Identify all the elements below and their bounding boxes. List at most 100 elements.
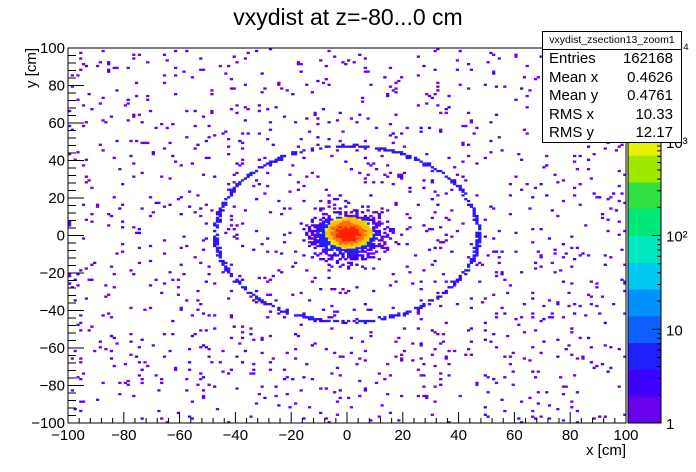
heatmap-cell: [327, 49, 331, 53]
heatmap-cell: [316, 318, 320, 321]
heatmap-cell: [229, 78, 234, 81]
heatmap-cell: [299, 138, 303, 141]
heatmap-cell: [394, 203, 398, 206]
stats-box-name: vxydist_zsection13_zoom1: [543, 32, 681, 50]
heatmap-cell: [500, 306, 504, 310]
heatmap-cell: [430, 353, 434, 356]
heatmap-cell: [162, 333, 167, 336]
heatmap-cell: [360, 211, 365, 214]
heatmap-cell: [598, 196, 602, 199]
heatmap-cell: [589, 280, 593, 283]
heatmap-cell: [469, 121, 473, 124]
heatmap-cell: [380, 181, 384, 184]
heatmap-cell: [464, 192, 468, 195]
x-tick-label: −80: [111, 427, 136, 444]
heatmap-cell: [335, 233, 340, 236]
heatmap-cell: [196, 299, 200, 302]
heatmap-cell: [285, 310, 289, 313]
heatmap-cell: [475, 126, 479, 130]
heatmap-cell: [232, 87, 236, 90]
stats-box: vxydist_zsection13_zoom1 Entries 162168 …: [542, 31, 682, 143]
heatmap-cell: [316, 231, 320, 235]
heatmap-cell: [81, 203, 86, 206]
heatmap-cell: [218, 64, 222, 68]
heatmap-cell: [377, 316, 381, 319]
heatmap-cell: [333, 211, 337, 214]
heatmap-cell: [121, 220, 125, 223]
heatmap-cell: [464, 179, 468, 182]
heatmap-cell: [190, 400, 194, 403]
heatmap-cell: [266, 303, 270, 306]
heatmap-cell: [533, 376, 538, 379]
heatmap-cell: [419, 357, 423, 360]
heatmap-cell: [109, 334, 114, 338]
heatmap-cell: [316, 235, 320, 238]
heatmap-cell: [363, 239, 367, 242]
heatmap-cell: [112, 273, 116, 276]
heatmap-cell: [199, 214, 203, 218]
heatmap-cell: [394, 151, 398, 154]
heatmap-cell: [416, 394, 420, 398]
heatmap-cell: [358, 246, 362, 250]
heatmap-cell: [302, 254, 306, 257]
heatmap-cell: [112, 336, 116, 340]
heatmap-cell: [475, 254, 479, 257]
heatmap-cell: [425, 153, 429, 156]
heatmap-cell: [469, 261, 473, 265]
heatmap-cell: [405, 265, 409, 268]
heatmap-cell: [235, 61, 239, 64]
heatmap-cell: [268, 293, 273, 296]
heatmap-cell: [369, 239, 373, 242]
heatmap-cell: [185, 389, 189, 392]
heatmap-cell: [386, 149, 390, 152]
heatmap-cell: [274, 158, 278, 161]
heatmap-cell: [374, 222, 379, 225]
x-tick-label: 0: [343, 427, 351, 444]
heatmap-cell: [302, 228, 306, 231]
heatmap-cell: [302, 156, 306, 160]
heatmap-cell: [391, 151, 395, 154]
heatmap-cell: [160, 123, 164, 126]
heatmap-cell: [366, 237, 370, 240]
heatmap-cell: [277, 158, 281, 161]
heatmap-cell: [439, 383, 443, 386]
heatmap-cell: [341, 321, 345, 325]
heatmap-cell: [347, 233, 351, 236]
heatmap-cell: [327, 258, 331, 261]
heatmap-cell: [266, 184, 270, 188]
heatmap-cell: [254, 169, 259, 173]
heatmap-cell: [338, 244, 342, 248]
heatmap-cell: [411, 359, 415, 362]
heatmap-cell: [299, 222, 303, 225]
heatmap-cell: [349, 226, 354, 229]
heatmap-cell: [366, 117, 370, 120]
heatmap-cell: [617, 233, 621, 236]
heatmap-cell: [430, 216, 434, 220]
heatmap-cell: [352, 254, 356, 257]
heatmap-cell: [307, 318, 312, 321]
heatmap-cell: [338, 246, 342, 250]
heatmap-cell: [137, 228, 141, 231]
heatmap-cell: [344, 231, 348, 235]
heatmap-cell: [174, 93, 178, 96]
heatmap-cell: [232, 173, 236, 176]
heatmap-cell: [274, 394, 278, 398]
heatmap-cell: [349, 258, 354, 261]
heatmap-cell: [344, 205, 348, 208]
heatmap-cell: [266, 250, 270, 253]
heatmap-cell: [171, 154, 175, 158]
heatmap-cell: [358, 220, 362, 223]
heatmap-cell: [232, 325, 236, 328]
heatmap-cell: [101, 314, 105, 317]
heatmap-cell: [466, 199, 471, 203]
heatmap-cell: [349, 220, 354, 223]
heatmap-cell: [441, 340, 446, 343]
heatmap-cell: [444, 192, 448, 195]
heatmap-cell: [416, 312, 420, 315]
heatmap-cell: [425, 162, 429, 165]
heatmap-cell: [405, 310, 409, 313]
heatmap-cell: [143, 141, 147, 145]
heatmap-cell: [229, 87, 234, 90]
heatmap-cell: [372, 229, 376, 233]
heatmap-cell: [383, 318, 387, 321]
